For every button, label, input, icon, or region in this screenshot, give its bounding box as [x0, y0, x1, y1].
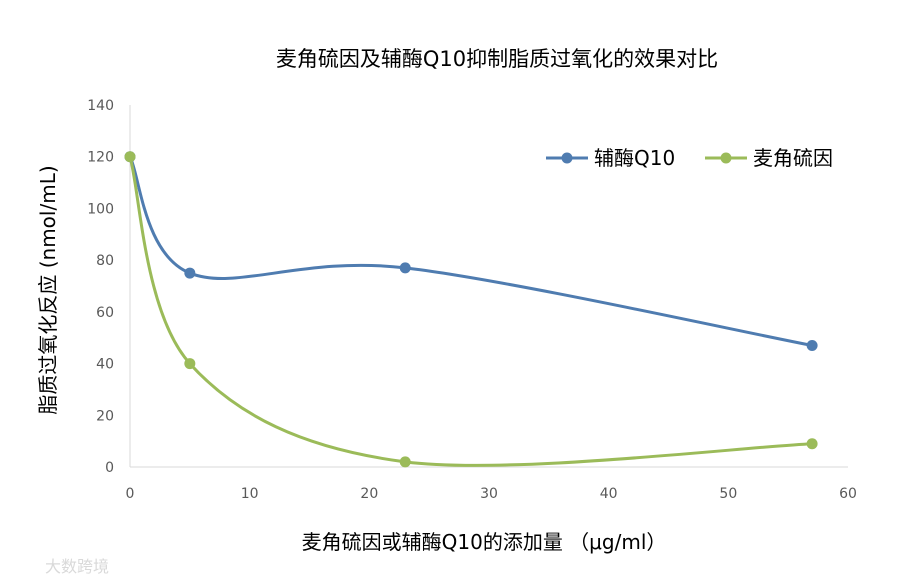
y-tick-label: 120 [87, 150, 114, 166]
series-lines [128, 155, 814, 467]
x-tick-label: 0 [126, 486, 135, 502]
data-point [399, 456, 411, 468]
data-point [124, 151, 136, 163]
x-axis-title: 麦角硫因或辅酶Q10的添加量 （μg/ml） [302, 530, 667, 554]
watermark: 大数跨境 [45, 557, 109, 576]
x-tick-label: 60 [839, 486, 857, 502]
y-tick-label: 20 [96, 408, 114, 424]
y-axis-title: 脂质过氧化反应 (nmol/mL) [36, 165, 60, 414]
legend-label: 辅酶Q10 [594, 146, 675, 170]
x-tick-label: 40 [600, 486, 618, 502]
watermark-text: 大数跨境 [45, 557, 109, 576]
data-point [399, 262, 411, 274]
x-tick-label: 50 [719, 486, 737, 502]
data-point [806, 438, 818, 450]
chart-title: 麦角硫因及辅酶Q10抑制脂质过氧化的效果对比 [276, 47, 718, 71]
x-tick-label: 20 [360, 486, 378, 502]
y-tick-label: 140 [87, 98, 114, 114]
legend-label: 麦角硫因 [753, 146, 833, 170]
series-line-0 [128, 155, 814, 347]
y-tick-labels: 0 20 40 60 80 100 120 140 [87, 98, 114, 476]
y-tick-label: 60 [96, 305, 114, 321]
y-tick-label: 40 [96, 357, 114, 373]
legend-swatch-marker [561, 152, 573, 164]
data-point [806, 339, 818, 351]
data-point [184, 358, 196, 370]
plot-area: 0 10 20 30 40 50 60 0 20 40 60 80 100 120 140 [87, 98, 857, 502]
y-tick-label: 100 [87, 201, 114, 217]
data-point [184, 267, 196, 279]
series-points [124, 151, 818, 468]
legend-swatch-marker [720, 152, 732, 164]
y-tick-label: 0 [105, 460, 114, 476]
x-tick-label: 30 [480, 486, 498, 502]
series-line-1 [128, 155, 814, 467]
y-tick-label: 80 [96, 253, 114, 269]
legend: 辅酶Q10 麦角硫因 [546, 146, 833, 170]
x-tick-labels: 0 10 20 30 40 50 60 [126, 486, 857, 502]
x-tick-label: 10 [241, 486, 259, 502]
